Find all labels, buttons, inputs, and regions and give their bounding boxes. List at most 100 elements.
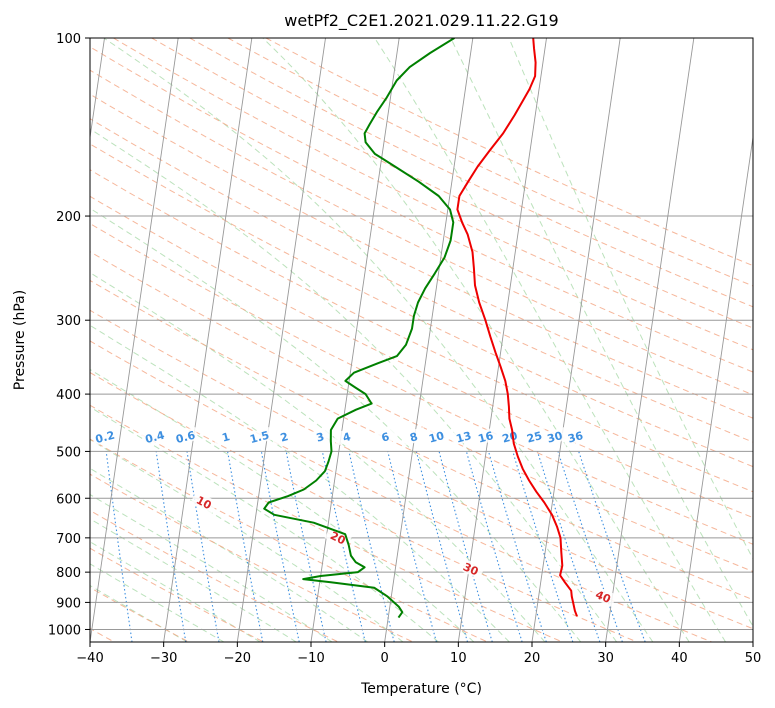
moist-adiabat-line (90, 368, 475, 642)
dry-adiabat-line (90, 169, 753, 493)
mixing-ratio-label-bg (171, 427, 199, 446)
y-tick-label: 800 (56, 566, 81, 581)
mixing-ratio-label: 8 (408, 430, 419, 445)
mixing-ratio-label-bg (371, 427, 399, 446)
mixing-ratio-line (512, 451, 574, 642)
mixing-ratio-label: 2 (279, 430, 290, 445)
x-axis-title: Temperature (°C) (360, 681, 482, 697)
mixing-ratio-label-group: 25 (520, 427, 548, 446)
mixing-ratio-label-group: 36 (561, 427, 589, 446)
mixing-ratio-label: 0.6 (174, 428, 197, 446)
mixing-ratio-label-group: 8 (400, 427, 427, 446)
dry-adiabat-label-bg (457, 557, 485, 580)
mixing-ratio-line (536, 451, 601, 642)
dry-adiabat-line (90, 118, 753, 443)
dry-adiabat-label-bg (324, 526, 352, 549)
mixing-ratio-label: 10 (427, 429, 445, 446)
dry-adiabat-line (90, 404, 563, 642)
moist-adiabat-line (90, 518, 297, 642)
dry-adiabat-line (90, 143, 753, 468)
mixing-ratio-label-group: 0.6 (171, 427, 199, 446)
mixing-ratio-label-group: 16 (472, 427, 499, 446)
mixing-ratio-line (285, 451, 327, 642)
mixing-ratio-label: 36 (566, 429, 584, 446)
mixing-ratio-line (465, 451, 523, 642)
mixing-ratio-label-group: 1.5 (245, 427, 273, 447)
dry-adiabat-label: 30 (461, 560, 481, 578)
mixing-ratio-label-group: 3 (306, 427, 334, 446)
y-tick-label: 600 (56, 492, 81, 507)
mixing-ratio-label-bg (333, 427, 360, 446)
mixing-ratio-label-bg (422, 427, 450, 446)
mixing-ratio-label: 16 (477, 429, 495, 446)
dewpoint-profile (263, 38, 455, 619)
moist-adiabat-line (103, 38, 654, 642)
mixing-ratio-label: 20 (501, 429, 519, 446)
moist-adiabat-line (508, 38, 753, 560)
moist-adiabat-line (90, 563, 225, 642)
dry-adiabat-line (90, 473, 414, 642)
mixing-ratio-label-group: 10 (422, 427, 450, 446)
dry-adiabat-line (90, 371, 638, 642)
y-tick-label: 100 (56, 32, 81, 47)
x-tick-label: 10 (450, 651, 467, 666)
y-tick-label: 700 (56, 532, 81, 547)
mixing-ratio-label-group: 30 (541, 427, 568, 446)
y-tick-label: 200 (56, 210, 81, 225)
y-tick-label: 900 (56, 596, 81, 611)
mixing-ratio-line (415, 451, 469, 642)
x-tick-label: 50 (745, 651, 762, 666)
mixing-ratio-label-bg (541, 427, 568, 446)
x-tick-label: −20 (224, 651, 251, 666)
mixing-ratio-label-bg (400, 427, 427, 446)
mixing-ratio-label-group: 6 (371, 427, 399, 446)
isotherm-line (531, 38, 621, 642)
dry-adiabat-line (90, 509, 339, 642)
mixing-ratio-label-bg (91, 427, 119, 446)
isotherm-line (457, 38, 547, 642)
plot-frame (89, 37, 754, 643)
mixing-ratio-label-group: 13 (450, 427, 477, 446)
mixing-ratio-label-bg (450, 427, 477, 446)
isotherm-line (310, 38, 400, 642)
mixing-ratio-label: 0.4 (144, 428, 167, 446)
mixing-ratio-line (155, 451, 187, 642)
y-tick-label: 1000 (48, 623, 81, 638)
mixing-ratio-label: 1 (221, 430, 232, 445)
moist-adiabat-line (374, 38, 727, 642)
mixing-ratio-label-bg (141, 427, 168, 446)
mixing-ratio-label: 3 (315, 430, 326, 445)
x-tick-label: 30 (597, 651, 614, 666)
isotherm-line (605, 38, 695, 642)
mixing-ratio-label-bg (245, 427, 273, 446)
line-labels: -100-90-80-70-60-50-40-30-20-10010203040… (90, 427, 617, 607)
mixing-ratio-label: 25 (525, 429, 543, 446)
y-tick-label: 500 (56, 445, 81, 460)
x-tick-label: −30 (150, 651, 177, 666)
dry-adiabat-label: 40 (593, 588, 613, 606)
y-tick-label: 300 (56, 314, 81, 329)
x-tick-label: 20 (524, 651, 541, 666)
x-tick-label: 0 (381, 651, 389, 666)
pressure-gridlines (90, 38, 753, 630)
mixing-ratio-label: 6 (380, 430, 391, 445)
mixing-ratio-line (321, 451, 366, 642)
moist-adiabat-line (90, 438, 404, 642)
dry-adiabat-line (90, 309, 753, 630)
y-axis: 100 200 300 400 500 600 700 800 900 1000 (48, 32, 90, 638)
dry-adiabat-label-group: 30 (457, 557, 485, 580)
mixing-ratio-label-group: 4 (333, 427, 360, 446)
dry-adiabat-label-bg (190, 490, 218, 514)
moist-adiabat-line (90, 324, 510, 642)
isotherms (90, 38, 753, 642)
mixing-ratio-label: 1.5 (248, 429, 270, 447)
mixing-ratio-label-group: 20 (496, 427, 523, 446)
dry-adiabat-line (90, 222, 753, 545)
y-axis-title: Pressure (hPa) (12, 290, 28, 390)
mixing-ratio-label: 0.2 (94, 429, 116, 447)
isotherm-line (163, 38, 253, 642)
mixing-ratio-label: 4 (341, 430, 352, 445)
chart-title: wetPf2_C2E1.2021.029.11.22.G19 (284, 11, 558, 31)
mixing-ratio-label-bg (306, 427, 334, 446)
